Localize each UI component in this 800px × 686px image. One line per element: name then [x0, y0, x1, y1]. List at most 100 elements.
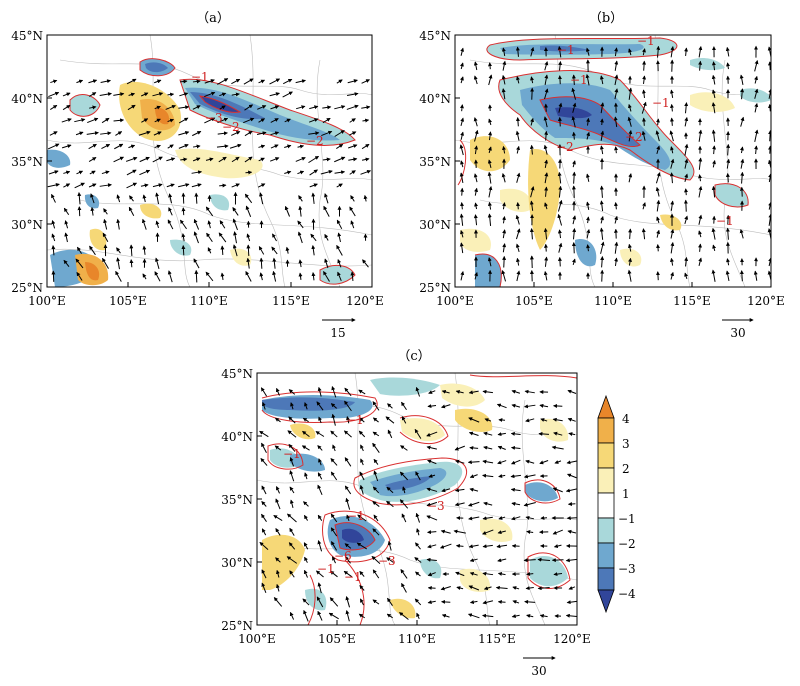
wind-vector — [469, 474, 478, 479]
wind-vector — [142, 245, 147, 255]
wind-vector — [317, 386, 322, 397]
wind-vector — [600, 241, 605, 254]
wind-vector — [308, 131, 320, 136]
wind-vector — [275, 557, 281, 563]
wind-vector — [482, 529, 494, 535]
wind-vector — [526, 530, 534, 534]
wind-vector — [468, 516, 480, 521]
wind-vector — [497, 530, 506, 535]
wind-vector — [260, 387, 268, 397]
wind-vector — [440, 529, 451, 534]
wind-vector — [386, 500, 394, 508]
panel-a-wind-vectors — [47, 78, 372, 283]
wind-vector — [101, 143, 111, 150]
wind-vector — [258, 157, 265, 162]
wind-vector — [166, 183, 175, 188]
wind-vector — [331, 385, 337, 398]
wind-vector — [460, 187, 465, 196]
wind-vector — [77, 246, 82, 254]
wind-vector — [359, 471, 365, 481]
wind-vector — [231, 156, 240, 163]
wind-vector — [62, 92, 71, 97]
wind-vector — [204, 91, 216, 98]
wind-vector — [205, 157, 214, 162]
wind-vector — [288, 542, 296, 550]
wind-vector — [311, 192, 316, 204]
wind-vector — [482, 613, 494, 618]
wind-vector — [468, 544, 479, 549]
wind-vector — [102, 232, 109, 243]
wind-vector — [289, 611, 295, 620]
wind-vector — [276, 486, 280, 494]
wind-vector — [126, 182, 138, 189]
wind-vector — [441, 599, 451, 604]
wind-vector — [284, 144, 292, 149]
wind-vector — [567, 473, 577, 479]
wind-vector — [572, 228, 577, 240]
wind-vector — [332, 556, 336, 564]
wind-vector — [474, 129, 479, 142]
wind-vector — [558, 242, 563, 253]
wind-vector — [357, 514, 367, 522]
wind-vector — [273, 597, 283, 607]
panel-b: （b） — [419, 11, 785, 340]
wind-vector — [414, 557, 422, 563]
wind-vector — [343, 570, 353, 578]
wind-vector — [232, 244, 238, 257]
wind-vector — [684, 215, 689, 225]
wind-vector — [726, 258, 730, 266]
wind-vector — [572, 215, 577, 225]
wind-vector — [482, 600, 494, 605]
wind-vector — [538, 431, 550, 436]
wind-vector — [488, 62, 493, 70]
wind-vector — [473, 61, 478, 71]
wind-vector — [656, 145, 661, 154]
colorbar-tick: −3 — [618, 562, 636, 576]
wind-vector — [474, 271, 478, 280]
wind-vector — [754, 102, 759, 113]
wind-vector — [256, 131, 267, 136]
wind-vector — [558, 102, 563, 113]
wind-vector — [61, 144, 72, 149]
wind-vector — [334, 130, 345, 137]
wind-vector — [670, 158, 675, 169]
panel-a-lat-labels: 45°N 40°N 35°N 30°N 25°N — [11, 29, 43, 295]
panel-b-lat-labels: 45°N 40°N 35°N 30°N 25°N — [419, 29, 451, 295]
wind-vector — [272, 233, 277, 242]
wind-vector — [141, 218, 147, 230]
wind-vector — [572, 102, 577, 113]
wind-vector — [641, 117, 646, 126]
wind-vector — [141, 118, 149, 123]
colorbar-tick: −2 — [618, 537, 636, 551]
colorbar-band-zero — [597, 492, 615, 519]
wind-vector — [460, 202, 464, 210]
wind-vector — [302, 430, 310, 438]
wind-vector — [482, 473, 494, 478]
wind-vector — [571, 185, 576, 198]
wind-vector — [585, 73, 590, 86]
wind-vector — [244, 130, 253, 137]
wind-vector — [543, 243, 548, 252]
wind-vector — [257, 105, 267, 110]
wind-vector — [572, 171, 577, 184]
wind-vector — [48, 91, 60, 98]
reference-vector-label: 30 — [730, 326, 745, 340]
wind-vector — [331, 413, 336, 426]
wind-vector — [100, 79, 112, 84]
wind-vector — [416, 612, 420, 619]
wind-vector — [600, 255, 605, 268]
wind-vector — [427, 459, 437, 465]
wind-vector — [711, 102, 716, 114]
wind-vector — [502, 215, 506, 224]
wind-vector — [103, 218, 108, 230]
wind-vector — [670, 241, 675, 254]
wind-vector — [115, 131, 123, 136]
wind-vector — [336, 79, 343, 84]
wind-vector — [258, 144, 266, 149]
wind-vector — [350, 220, 355, 229]
wind-vector — [322, 157, 331, 162]
wind-vector — [544, 88, 549, 100]
wind-vector — [427, 404, 437, 409]
wind-vector — [501, 74, 506, 85]
wind-vector — [557, 213, 563, 226]
